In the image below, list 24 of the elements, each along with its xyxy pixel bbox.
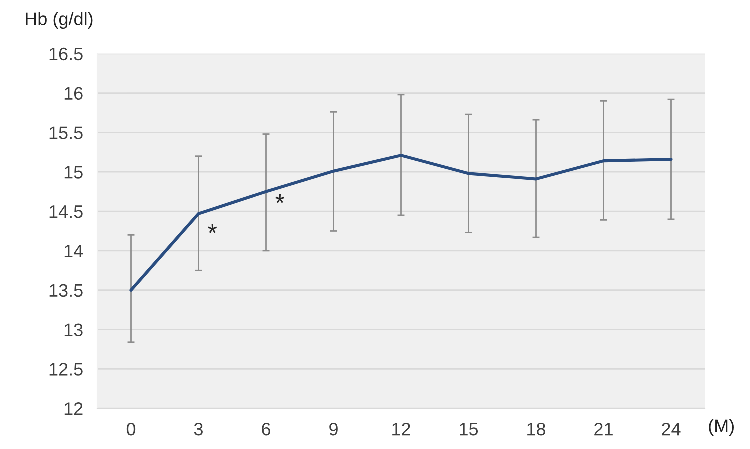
y-tick-label: 13.5: [50, 284, 83, 298]
x-tick-label: 0: [126, 422, 136, 436]
x-tick-label: 3: [194, 422, 203, 436]
x-tick-label: 12: [392, 422, 410, 436]
x-axis-title: (M): [709, 419, 734, 436]
annotation: *: [208, 224, 218, 234]
y-tick-label: 14: [64, 245, 84, 258]
x-tick-label: 15: [460, 423, 478, 436]
y-tick-label: 12.5: [50, 363, 83, 376]
x-tick-label: 21: [594, 422, 613, 436]
x-tick-label: 6: [262, 422, 270, 436]
y-tick-label: 15: [64, 166, 83, 179]
y-tick-label: 16.5: [50, 48, 83, 61]
y-tick-label: 15.5: [50, 126, 83, 140]
x-tick-label: 9: [330, 422, 338, 436]
x-tick-label: 24: [662, 422, 681, 436]
x-tick-label: 18: [528, 422, 546, 436]
y-axis-title: Hb (g/dl): [26, 12, 93, 30]
y-tick-label: 16: [64, 87, 83, 100]
y-tick-label: 13: [64, 324, 83, 336]
annotation: *: [276, 194, 285, 204]
y-tick-label: 14.5: [50, 206, 83, 218]
line-series: [130, 154, 673, 292]
y-tick-label: 12: [64, 402, 83, 416]
